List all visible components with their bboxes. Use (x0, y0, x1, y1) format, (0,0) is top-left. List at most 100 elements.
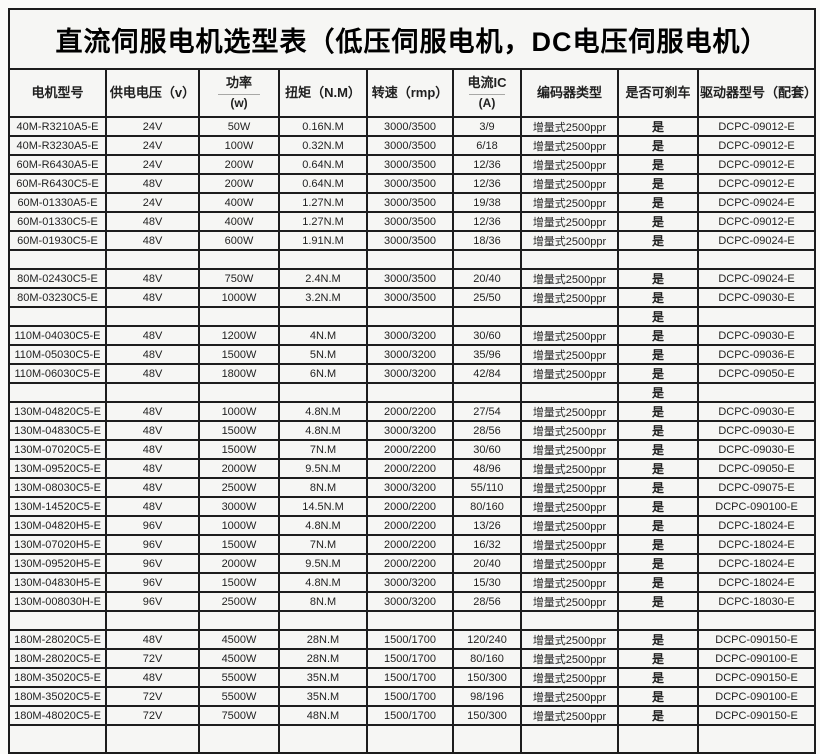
motor-selection-table: 直流伺服电机选型表（低压伺服电机，DC电压伺服电机） 电机型号 供电电压（v） 功率… (7, 8, 817, 754)
table-row: 130M-09520C5-E 48V 2000W 9.5N.M 2000/2200 48/… (8, 458, 817, 479)
table-cell: 0.16N.M (278, 116, 368, 137)
table-cell (520, 249, 619, 270)
table-cell: 48V (105, 477, 200, 498)
table-body: 40M-R3210A5-E 24V 50W 0.16N.M 3000/3500 3/9 增量… (8, 116, 817, 754)
table-cell: 2000/2200 (366, 401, 454, 422)
table-cell: 2500W (198, 591, 280, 612)
table-cell: 是 (617, 496, 699, 517)
table-cell: 9.5N.M (278, 458, 368, 479)
table-cell (617, 724, 699, 754)
table-cell: 2.4N.M (278, 268, 368, 289)
table-cell: 是 (617, 306, 699, 327)
table-cell: 是 (617, 591, 699, 612)
table-cell: 4.8N.M (278, 420, 368, 441)
table-cell: 是 (617, 515, 699, 536)
table-cell: 3000/3200 (366, 420, 454, 441)
table-cell: DCPC-09030-E (696, 325, 817, 346)
column-header: 编码器类型 (520, 68, 619, 118)
table-cell: 2000/2200 (366, 458, 454, 479)
page-title: 直流伺服电机选型表（低压伺服电机，DC电压伺服电机） (7, 8, 817, 70)
table-row: 130M-04830H5-E 96V 1500W 4.8N.M 3000/3200 15/… (8, 572, 817, 593)
table-cell: 增量式2500ppr (520, 629, 619, 650)
column-header-label: 是否可刹车 (625, 84, 691, 100)
table-cell: 4500W (198, 629, 280, 650)
table-cell (520, 610, 619, 631)
table-cell: 1500/1700 (366, 686, 454, 707)
table-cell (696, 382, 817, 403)
table-cell: 增量式2500ppr (520, 591, 619, 612)
table-cell (105, 249, 200, 270)
table-cell (452, 610, 522, 631)
table-cell: 3000/3200 (366, 344, 454, 365)
table-row: 40M-R3210A5-E 24V 50W 0.16N.M 3000/3500 3/9 增量… (8, 116, 817, 137)
table-cell: 1500W (198, 420, 280, 441)
table-cell: 60M-R6430C5-E (8, 173, 107, 194)
table-cell: DCPC-09012-E (696, 173, 817, 194)
table-cell: 3000/3500 (366, 173, 454, 194)
table-cell: 130M-04830C5-E (8, 420, 107, 441)
table-row: 60M-01330A5-E 24V 400W 1.27N.M 3000/3500 19/3… (8, 192, 817, 213)
table-row: 是 (8, 306, 817, 327)
table-cell: 1500/1700 (366, 667, 454, 688)
table-cell: 是 (617, 477, 699, 498)
table-cell: 6N.M (278, 363, 368, 384)
table-cell (8, 306, 107, 327)
table-cell: 35N.M (278, 686, 368, 707)
table-cell: 是 (617, 287, 699, 308)
table-cell: 60M-01330A5-E (8, 192, 107, 213)
table-cell: 30/60 (452, 439, 522, 460)
table-cell (452, 249, 522, 270)
table-cell: 48/96 (452, 458, 522, 479)
table-cell: 48V (105, 287, 200, 308)
table-cell (696, 610, 817, 631)
table-cell: 1500W (198, 534, 280, 555)
table-cell: 3000/3200 (366, 325, 454, 346)
table-cell: DCPC-18024-E (696, 534, 817, 555)
table-cell: 1500/1700 (366, 648, 454, 669)
table-cell: 4500W (198, 648, 280, 669)
table-cell: 150/300 (452, 667, 522, 688)
table-cell: DCPC-09012-E (696, 116, 817, 137)
table-cell: DCPC-09024-E (696, 268, 817, 289)
table-cell: 48V (105, 496, 200, 517)
table-row: 是 (8, 382, 817, 403)
table-row: 60M-01930C5-E 48V 600W 1.91N.M 3000/3500 18/3… (8, 230, 817, 251)
table-cell: 200W (198, 154, 280, 175)
table-cell: 1.27N.M (278, 192, 368, 213)
table-cell: 增量式2500ppr (520, 287, 619, 308)
table-cell: DCPC-09030-E (696, 420, 817, 441)
table-cell: 40M-R3230A5-E (8, 135, 107, 156)
table-cell: DCPC-09030-E (696, 287, 817, 308)
spreadsheet-area: 直流伺服电机选型表（低压伺服电机，DC电压伺服电机） 电机型号 供电电压（v） 功率… (7, 8, 817, 754)
table-row: 40M-R3230A5-E 24V 100W 0.32N.M 3000/3500 6/18… (8, 135, 817, 156)
table-cell: 是 (617, 401, 699, 422)
table-row: 130M-04820H5-E 96V 1000W 4.8N.M 2000/2200 13/… (8, 515, 817, 536)
table-cell: 110M-04030C5-E (8, 325, 107, 346)
column-header: 电流IC (A) (452, 68, 522, 118)
table-cell: 2000/2200 (366, 553, 454, 574)
table-cell: 是 (617, 458, 699, 479)
table-cell: 是 (617, 553, 699, 574)
table-cell: 3000/3500 (366, 116, 454, 137)
table-cell: 4.8N.M (278, 515, 368, 536)
title-row: 直流伺服电机选型表（低压伺服电机，DC电压伺服电机） (7, 8, 817, 70)
table-cell: 2000W (198, 458, 280, 479)
table-cell: 是 (617, 572, 699, 593)
table-cell: 28N.M (278, 629, 368, 650)
table-cell: 1.27N.M (278, 211, 368, 232)
table-cell (198, 249, 280, 270)
table-row: 110M-04030C5-E 48V 1200W 4N.M 3000/3200 30/60… (8, 325, 817, 346)
table-cell: 110M-05030C5-E (8, 344, 107, 365)
table-cell: 增量式2500ppr (520, 173, 619, 194)
column-header: 电机型号 (8, 68, 107, 118)
table-row: 130M-008030H-E 96V 2500W 8N.M 3000/3200 28/56… (8, 591, 817, 612)
table-cell: DCPC-18024-E (696, 515, 817, 536)
table-cell (696, 724, 817, 754)
table-cell: 180M-35020C5-E (8, 686, 107, 707)
table-cell: 48V (105, 420, 200, 441)
table-cell: DCPC-090150-E (696, 705, 817, 726)
table-cell: 1500/1700 (366, 629, 454, 650)
table-cell: 2000/2200 (366, 496, 454, 517)
table-cell: 增量式2500ppr (520, 401, 619, 422)
table-cell: DCPC-09030-E (696, 401, 817, 422)
